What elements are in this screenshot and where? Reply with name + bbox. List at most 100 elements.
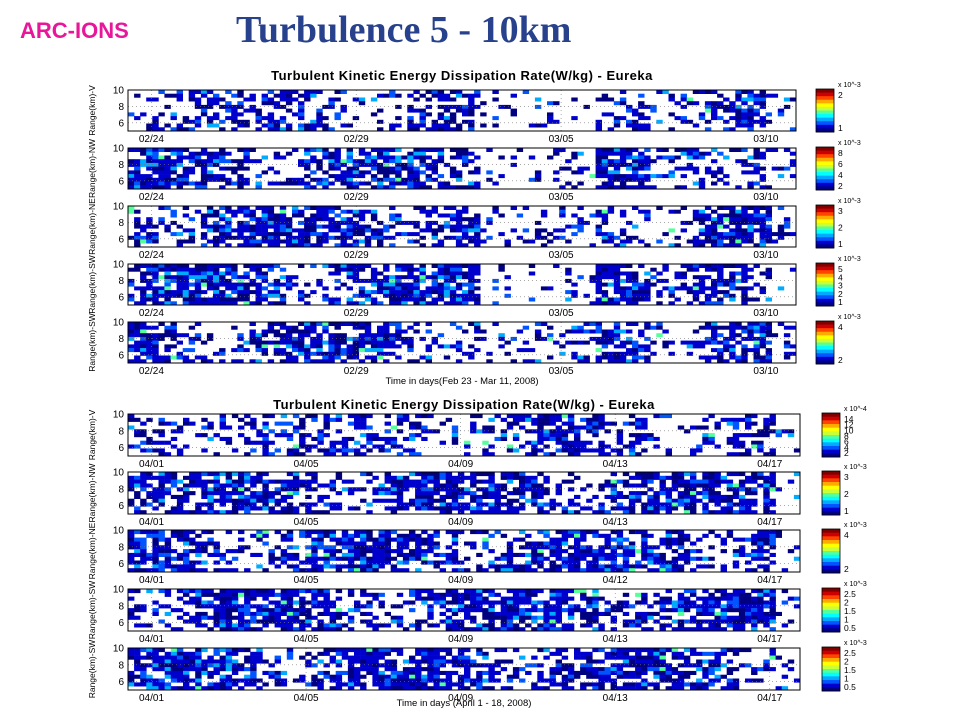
heatmap-cell <box>589 174 596 179</box>
heatmap-cell <box>662 232 669 237</box>
heatmap-cell <box>140 421 147 426</box>
heatmap-cell <box>285 232 293 237</box>
heatmap-cell <box>341 444 349 449</box>
heatmap-cell <box>188 359 196 364</box>
heatmap-cell <box>610 556 617 561</box>
heatmap-cell <box>134 549 141 554</box>
heatmap-cell <box>589 336 596 341</box>
heatmap-cell <box>476 552 483 557</box>
heatmap-cell <box>360 452 367 457</box>
heatmap-cell <box>537 491 544 496</box>
heatmap-cell <box>580 506 587 511</box>
heatmap-cell <box>510 155 517 160</box>
heatmap-cell <box>323 417 330 422</box>
colorbar-step <box>816 356 834 360</box>
heatmap-cell <box>279 93 287 98</box>
heatmap-cell <box>384 541 391 546</box>
heatmap-cell <box>280 433 288 438</box>
heatmap-cell <box>577 355 584 360</box>
heatmap-cell <box>488 560 495 565</box>
heatmap-cell <box>677 475 685 480</box>
heatmap-cell <box>425 166 432 171</box>
heatmap-cell <box>632 355 639 360</box>
heatmap-cell <box>364 340 372 345</box>
heatmap-cell <box>316 116 323 121</box>
heatmap-cell <box>389 217 396 222</box>
heatmap-cell <box>665 537 672 542</box>
heatmap-cell <box>595 348 602 353</box>
heatmap-cell <box>607 170 615 175</box>
heatmap-cell <box>383 282 390 287</box>
colorbar-step <box>816 128 834 131</box>
heatmap-cell <box>231 112 238 117</box>
heatmap-cell <box>304 217 311 222</box>
heatmap-cell <box>647 510 654 515</box>
heatmap-cell <box>292 243 299 248</box>
heatmap-cell <box>310 344 317 349</box>
heatmap-cell <box>439 568 446 573</box>
heatmap-cell <box>268 549 275 554</box>
heatmap-cell <box>134 286 141 291</box>
heatmap-cell <box>213 301 220 306</box>
heatmap-cell <box>340 235 347 240</box>
heatmap-cell <box>244 510 251 515</box>
heatmap-cell <box>537 417 544 422</box>
heatmap-cell <box>415 494 422 499</box>
heatmap-cell <box>256 491 263 496</box>
heatmap-cell <box>531 549 538 554</box>
heatmap-cell <box>146 351 153 356</box>
heatmap-cell <box>164 487 172 492</box>
heatmap-cell <box>409 537 416 542</box>
heatmap-cell <box>437 104 445 109</box>
heatmap-cell <box>299 560 306 565</box>
heatmap-cell <box>238 498 245 503</box>
heatmap-cell <box>286 452 294 457</box>
heatmap-cell <box>286 506 294 511</box>
heatmap-cell <box>619 355 627 360</box>
heatmap-cell <box>328 224 335 229</box>
heatmap-cell <box>415 502 422 507</box>
heatmap-cell <box>213 112 220 117</box>
heatmap-cell <box>256 564 263 569</box>
heatmap-cell <box>152 506 159 511</box>
heatmap-cell <box>607 162 615 167</box>
heatmap-cell <box>427 487 434 492</box>
heatmap-cell <box>735 232 742 237</box>
heatmap-cell <box>628 545 636 550</box>
heatmap-cell <box>665 502 672 507</box>
brand-label: ARC-IONS <box>20 18 129 43</box>
heatmap-cell <box>745 421 752 426</box>
heatmap-cell <box>583 166 590 171</box>
heatmap-cell <box>690 425 697 430</box>
heatmap-cell <box>717 264 724 268</box>
heatmap-cell <box>158 533 165 538</box>
heatmap-cell <box>219 556 226 561</box>
colorbar-step <box>816 275 834 278</box>
heatmap-cell <box>249 243 256 248</box>
heatmap-cell <box>262 494 269 499</box>
colorbar-step <box>822 449 840 452</box>
heatmap-cell <box>207 506 214 511</box>
heatmap-cell <box>765 112 772 117</box>
heatmap-cell <box>304 325 311 330</box>
heatmap-cell <box>457 479 465 484</box>
heatmap-cell <box>443 293 451 298</box>
heatmap-cell <box>789 325 797 330</box>
heatmap-cell <box>207 510 214 515</box>
heatmap-cell <box>632 278 639 283</box>
heatmap-cell <box>358 325 366 330</box>
heatmap-cell <box>310 243 317 248</box>
heatmap-cell <box>273 119 281 124</box>
heatmap-cell <box>512 564 520 569</box>
heatmap-cell <box>213 293 220 298</box>
heatmap-cell <box>213 209 220 214</box>
heatmap-cell <box>206 177 214 182</box>
heatmap-cell <box>231 491 239 496</box>
heatmap-cell <box>680 119 687 124</box>
heatmap-cell <box>152 549 159 554</box>
heatmap-cell <box>285 217 293 222</box>
heatmap-cell <box>729 275 736 280</box>
heatmap-cell <box>334 351 341 356</box>
heatmap-cell <box>364 159 372 164</box>
heatmap-cell <box>519 444 526 449</box>
